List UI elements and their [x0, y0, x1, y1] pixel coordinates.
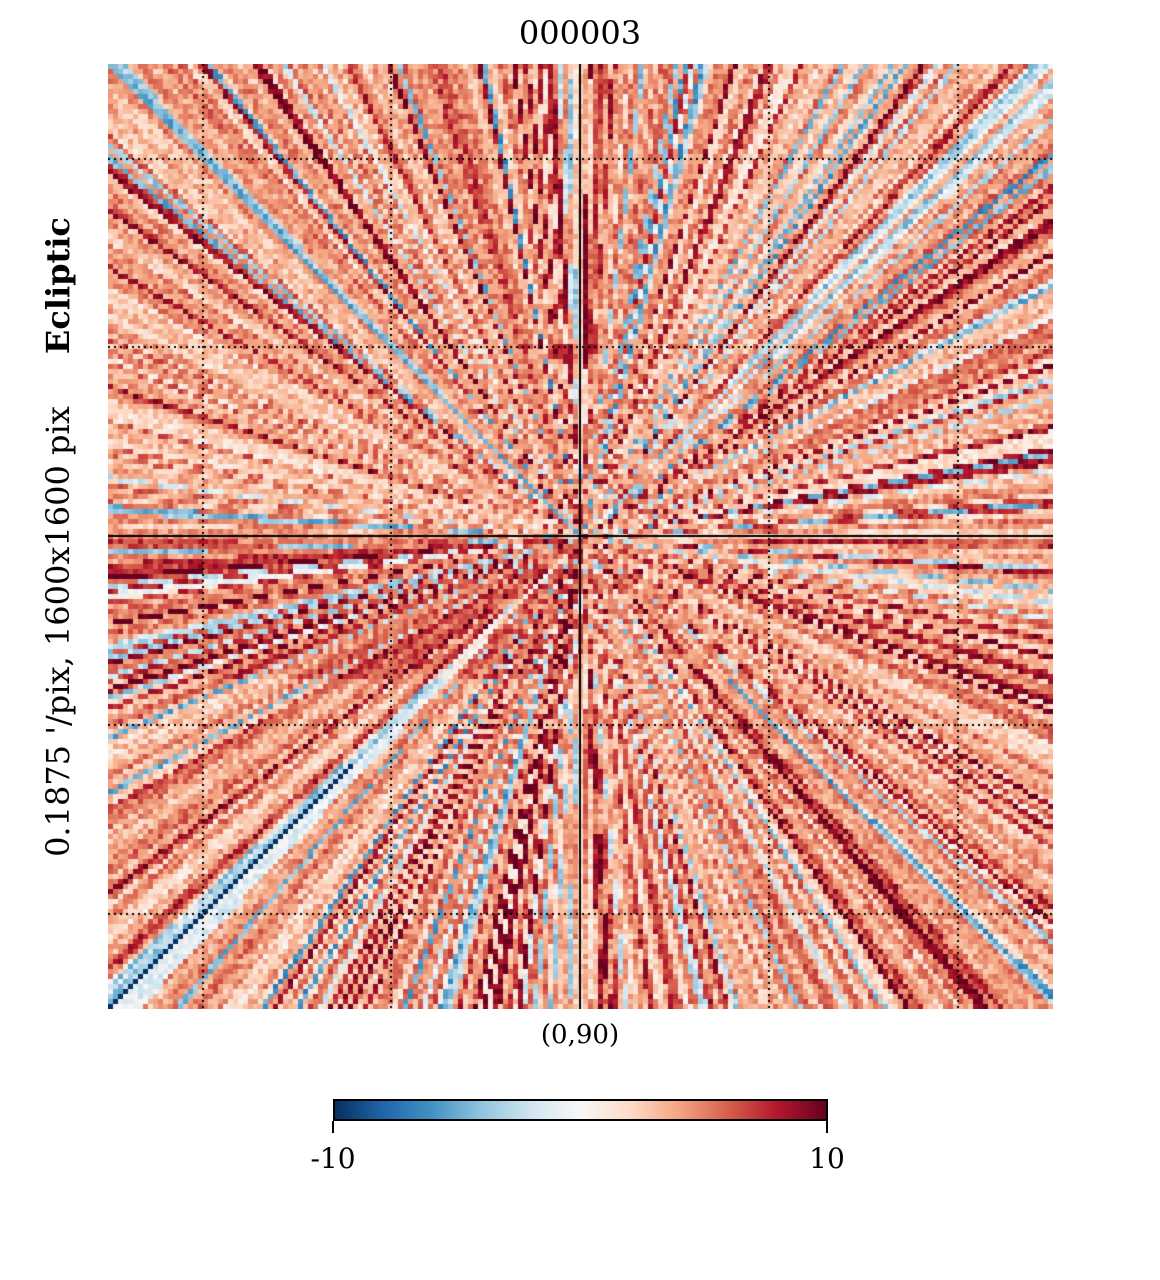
y-axis-label: 0.1875 '/pix, 1600x1600 pix Ecliptic [39, 217, 77, 857]
heatmap-canvas [108, 64, 1053, 1009]
y-axis-label-group: 0.1875 '/pix, 1600x1600 pix Ecliptic [39, 64, 77, 1009]
chart-title: 000003 [518, 14, 642, 52]
colorbar-min-label: -10 [310, 1142, 356, 1175]
resolution-label: 0.1875 '/pix, [39, 655, 77, 857]
size-label: 1600x1600 pix [39, 405, 77, 646]
colorbar-max-label: 10 [809, 1142, 845, 1175]
projection-label: Ecliptic [39, 216, 77, 354]
center-coordinate-label: (0,90) [540, 1020, 620, 1050]
colorbar [333, 1099, 828, 1121]
colorbar-min-tick [332, 1121, 334, 1133]
colorbar-max-tick [826, 1121, 828, 1133]
